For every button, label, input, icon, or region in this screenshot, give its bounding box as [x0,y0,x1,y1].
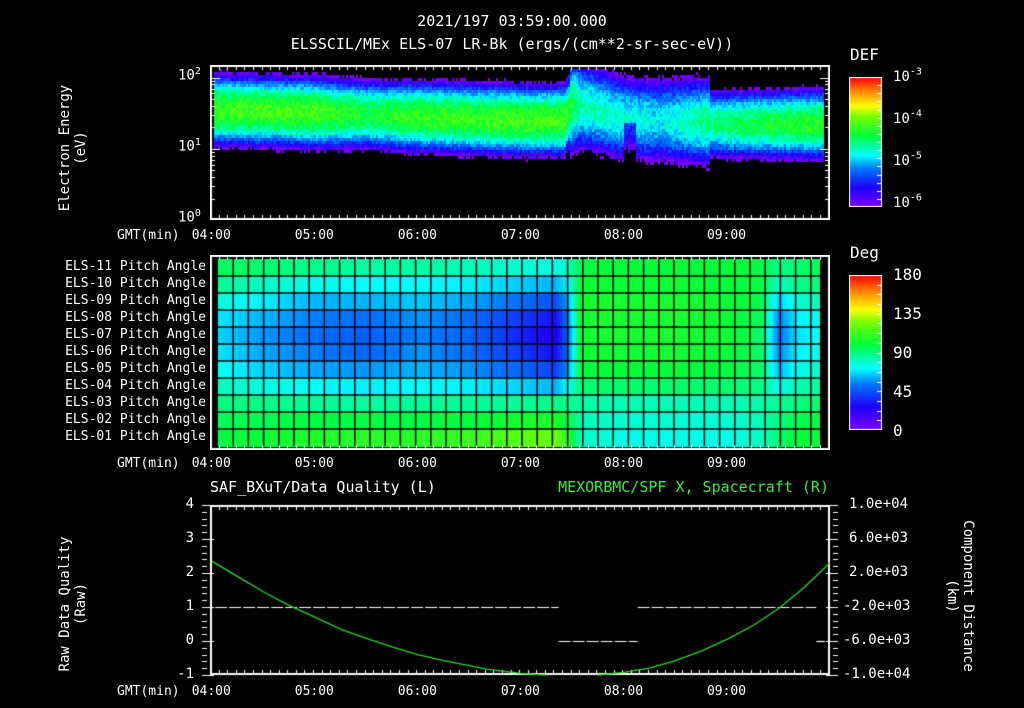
energy-tick-label: 101 [178,136,201,155]
time-tick-label: 04:00 [191,456,231,471]
energy-spectrogram [210,65,830,220]
def-colorbar [849,77,889,207]
quality-tick-label: 0 [185,632,194,648]
def-tick-label: 10-4 [893,108,922,127]
quality-tick-label: -1 [177,666,194,682]
distance-tick-label: 6.0e+03 [849,530,909,546]
pitch-angle-row-label: ELS-10 Pitch Angle [65,275,206,291]
time-tick-label: 06:00 [397,684,437,699]
time-tick-label: 07:00 [500,228,540,243]
pitch-angle-row-label: ELS-04 Pitch Angle [65,377,206,393]
def-tick-label: 10-6 [893,192,922,211]
distance-axis-label: Component Distance [960,520,976,672]
pitch-angle-row-label: ELS-02 Pitch Angle [65,411,206,427]
panel3-left-ylabel: Raw Data Quality (Raw) [57,519,89,689]
pitch-angle-grid [210,255,830,450]
distance-tick-label: -2.0e+03 [843,598,911,614]
quality-tick-label: 4 [185,496,194,512]
time-tick-label: 09:00 [706,684,747,699]
quality-tick-label: 1 [185,598,194,614]
distance-tick-label: -1.0e+04 [843,666,911,682]
quality-tick-label: 2 [185,564,194,580]
time-tick-label: 06:00 [397,228,437,243]
time-tick-label: 07:00 [500,684,540,699]
time-tick-label: 09:00 [706,228,747,243]
time-tick-label: 08:00 [603,684,644,699]
pitch-angle-row-label: ELS-08 Pitch Angle [65,309,206,325]
spacecraft-series-title: MEXORBMC/SPF X, Spacecraft (R) [558,478,829,496]
distance-tick-label: 1.0e+04 [849,496,909,512]
time-tick-label: 05:00 [294,228,334,243]
plot-datetime: 2021/197 03:59:00.000 [417,12,607,30]
time-tick-label: 04:00 [191,684,231,699]
time-tick-label: 04:00 [191,228,231,243]
deg-colorbar-label: Deg [850,243,879,262]
pitch-angle-row-label: ELS-03 Pitch Angle [65,394,206,410]
energy-tick-label: 100 [178,208,201,226]
pitch-angle-row-label: ELS-05 Pitch Angle [65,360,206,376]
plot-title: ELSSCIL/MEx ELS-07 LR-Bk (ergs/(cm**2-sr… [290,35,734,53]
quality-series-title: SAF_BXuT/Data Quality (L) [210,478,436,496]
pitch-angle-row-label: ELS-06 Pitch Angle [65,343,206,359]
time-tick-label: 08:00 [603,456,644,471]
distance-axis-unit: (km) [944,579,960,613]
time-tick-label: 09:00 [706,456,747,471]
distance-tick-label: -6.0e+03 [843,632,911,648]
time-axis-label: GMT(min) [117,456,180,471]
deg-tick-label: 180 [893,265,922,284]
pitch-angle-row-label: ELS-09 Pitch Angle [65,292,206,308]
panel1-ylabel: Electron Energy (eV) [57,63,89,233]
pitch-angle-row-label: ELS-01 Pitch Angle [65,428,206,444]
deg-tick-label: 0 [893,421,903,440]
deg-tick-label: 45 [893,382,913,401]
time-tick-label: 06:00 [397,456,437,471]
deg-tick-label: 135 [893,304,922,323]
pitch-angle-row-label: ELS-11 Pitch Angle [65,258,206,274]
time-axis-label: GMT(min) [117,684,180,699]
quality-distance-line-plot [200,497,840,682]
time-tick-label: 08:00 [603,228,644,243]
deg-colorbar [849,275,889,430]
quality-tick-label: 3 [185,530,194,546]
def-tick-label: 10-3 [893,66,922,85]
panel3-right-ylabel: Component Distance (km) [944,511,976,681]
time-tick-label: 05:00 [294,684,334,699]
quality-axis-unit: (Raw) [73,582,89,626]
energy-axis-label: Electron Energy [57,84,73,212]
time-tick-label: 05:00 [294,456,334,471]
pitch-angle-row-label: ELS-07 Pitch Angle [65,326,206,342]
distance-tick-label: 2.0e+03 [849,564,909,580]
energy-axis-unit: (eV) [73,131,89,165]
def-tick-label: 10-5 [893,150,922,169]
def-colorbar-label: DEF [850,45,879,64]
time-tick-label: 07:00 [500,456,540,471]
energy-tick-label: 102 [178,65,201,84]
time-axis-label: GMT(min) [117,228,180,243]
deg-tick-label: 90 [893,343,913,362]
quality-axis-label: Raw Data Quality [57,536,73,672]
